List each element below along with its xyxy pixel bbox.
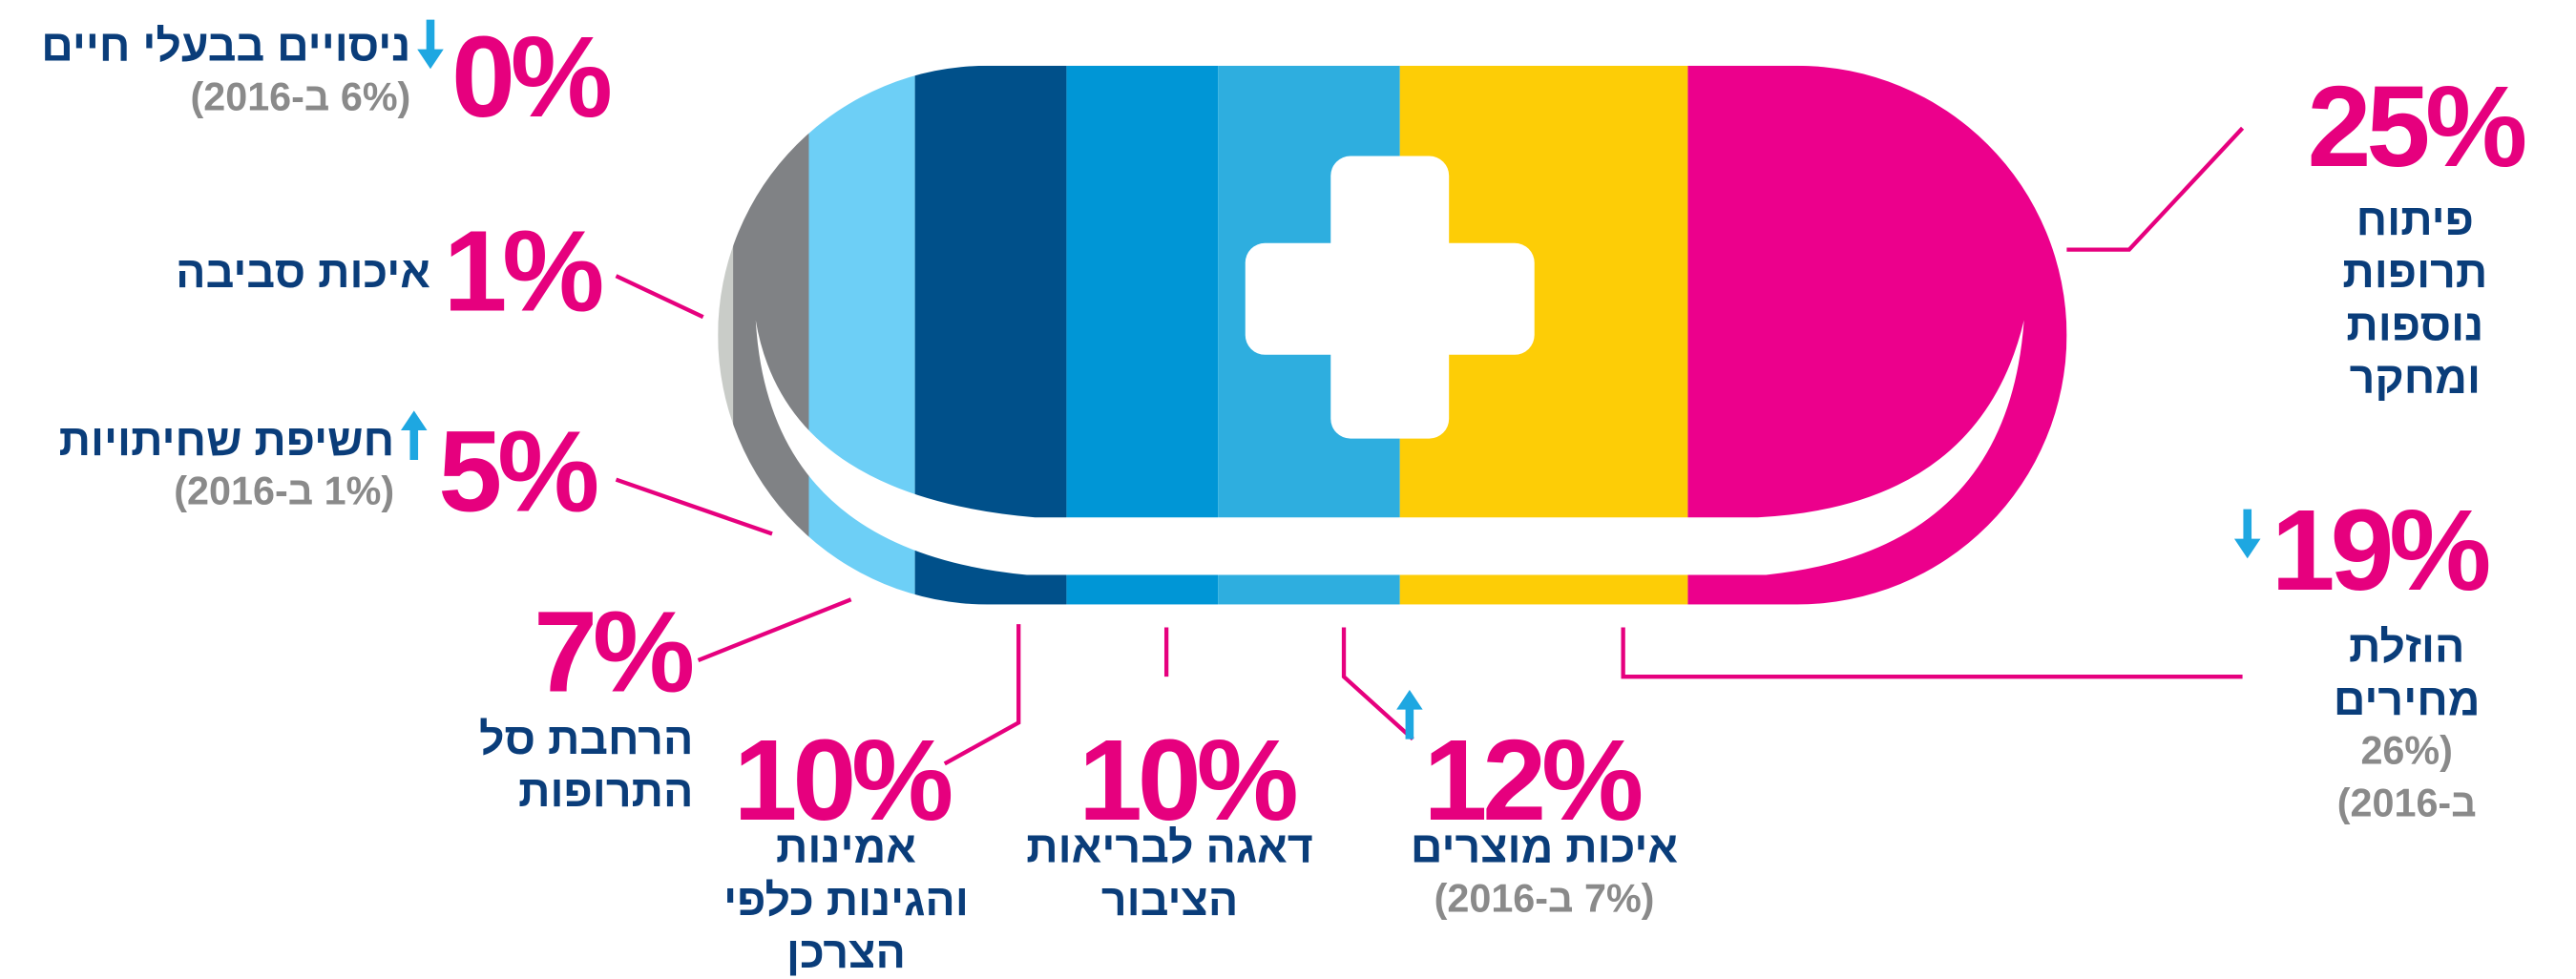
segment (718, 66, 733, 605)
leader-line (2066, 128, 2242, 249)
infographic: 0% ניסויים בבעלי חיים(6% ב-2016) 1%איכות ס… (0, 0, 2576, 977)
value-label: 25% (2307, 69, 2523, 183)
label-block: הוזלת מחירים(26% ב-2016) (2322, 621, 2491, 831)
category-label: איכות סביבה (176, 246, 430, 299)
page: html, body { margin: 0; padding: 0; back… (0, 0, 2576, 978)
leader-line (1623, 628, 2243, 677)
body: {"chart_data": {"type": "pill", "items":… (0, 0, 2576, 978)
category-label: פיתוח תרופות נוספות ומחקר (2335, 194, 2496, 404)
leader-line (616, 480, 772, 534)
note-label: (1% ב-2016) (59, 467, 394, 519)
note-label: (6% ב-2016) (41, 73, 410, 125)
leader-line (616, 276, 702, 317)
category-label: דאגה לבריאות הציבור (1026, 822, 1313, 927)
label-block: איכות סביבה (176, 246, 430, 299)
value-label: 1% (443, 214, 599, 328)
label-block: חשיפת שחיתויות(1% ב-2016) (59, 414, 394, 519)
category-label: ניסויים בבעלי חיים (41, 20, 410, 73)
arrow-head (417, 50, 444, 70)
note-label: (7% ב-2016) (1411, 874, 1678, 927)
arrow-head (1396, 690, 1423, 710)
value-label: 0% (451, 20, 608, 135)
label-block: ניסויים בבעלי חיים(6% ב-2016) (41, 20, 410, 125)
arrow-head (2234, 539, 2261, 559)
leader-line (1344, 628, 1413, 739)
label-block: דאגה לבריאות הציבור (1026, 822, 1313, 927)
label-block: הרחבת סל התרופות (479, 713, 693, 818)
leader-line (945, 624, 1018, 763)
value-label: 7% (534, 594, 690, 709)
category-label: הוזלת מחירים (2322, 621, 2491, 726)
label-block: איכות מוצרים(7% ב-2016) (1411, 822, 1678, 927)
arrow-head (401, 410, 428, 430)
trend-arrow (1396, 690, 1423, 739)
cross-horizontal (1246, 243, 1535, 355)
category-label: הרחבת סל התרופות (479, 713, 693, 818)
note-label: (26% ב-2016) (2322, 726, 2491, 831)
trend-arrow (2234, 510, 2261, 559)
category-label: איכות מוצרים (1411, 822, 1678, 874)
label-block: אמינות והגינות כלפי הצרכן (723, 822, 969, 979)
value-label: 19% (2272, 492, 2487, 607)
label-block: פיתוח תרופות נוספות ומחקר (2335, 194, 2496, 404)
value-label: 5% (438, 414, 595, 529)
leader-line (699, 599, 851, 660)
trend-arrow (401, 410, 428, 460)
category-label: חשיפת שחיתויות (59, 414, 394, 467)
trend-arrow (417, 20, 444, 70)
category-label: אמינות והגינות כלפי הצרכן (723, 822, 969, 979)
